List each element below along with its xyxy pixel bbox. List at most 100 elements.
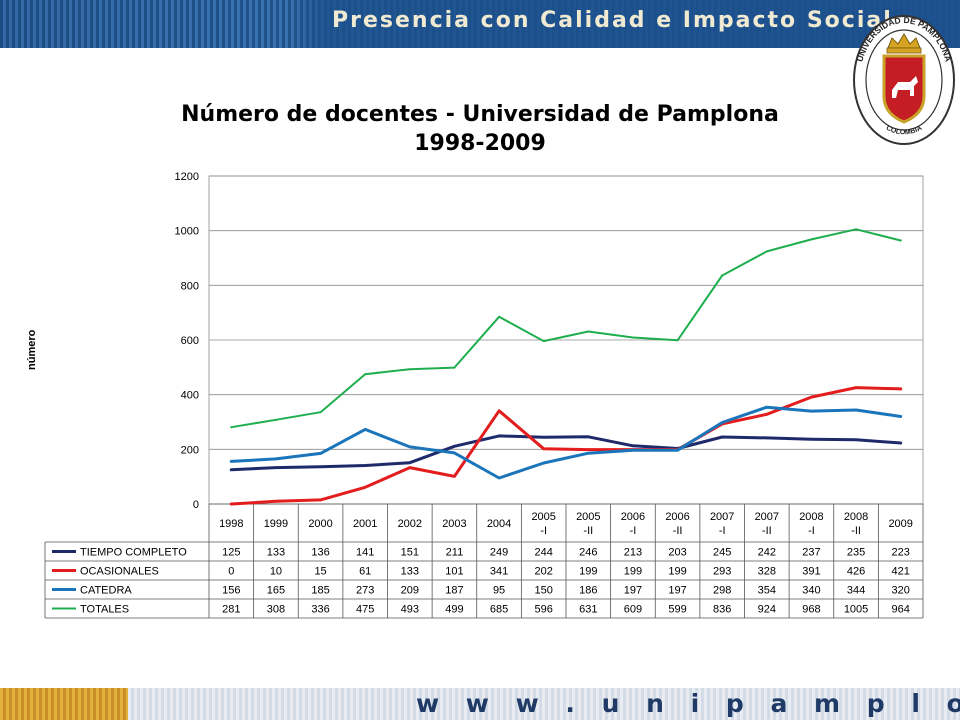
- data-point: [765, 406, 768, 409]
- data-label: 125: [222, 547, 240, 559]
- data-label: 235: [847, 547, 865, 559]
- data-point: [319, 411, 322, 414]
- data-label: 298: [713, 585, 731, 597]
- data-point: [810, 238, 813, 241]
- y-tick-label: 400: [181, 390, 199, 402]
- chart-title-line1: Número de docentes - Universidad de Pamp…: [181, 102, 779, 127]
- x-tick-label: 2009: [888, 518, 912, 530]
- data-label: 344: [847, 585, 865, 597]
- data-point: [274, 457, 277, 460]
- data-label: 249: [490, 547, 508, 559]
- data-label: 596: [535, 604, 553, 616]
- data-point: [810, 396, 813, 399]
- data-point: [408, 461, 411, 464]
- data-label: 209: [401, 585, 419, 597]
- data-label: 244: [535, 547, 553, 559]
- data-label: 340: [802, 585, 820, 597]
- data-point: [721, 436, 724, 439]
- data-point: [855, 386, 858, 389]
- data-label: 328: [758, 566, 776, 578]
- data-label: 499: [445, 604, 463, 616]
- data-label: 308: [267, 604, 285, 616]
- x-tick-label: -I: [719, 525, 726, 537]
- data-label: 421: [892, 566, 910, 578]
- data-label: 924: [758, 604, 776, 616]
- x-tick-label: 2000: [308, 518, 332, 530]
- data-label: 964: [892, 604, 910, 616]
- x-tick-label: 2007: [710, 511, 734, 523]
- x-tick-label: 2005: [576, 511, 600, 523]
- data-point: [631, 444, 634, 447]
- banner-shading: [0, 0, 960, 48]
- data-label: 245: [713, 547, 731, 559]
- data-label: 213: [624, 547, 642, 559]
- data-label: 242: [758, 547, 776, 559]
- data-label: 187: [445, 585, 463, 597]
- data-label: 165: [267, 585, 285, 597]
- data-point: [542, 447, 545, 450]
- data-label: 968: [802, 604, 820, 616]
- data-point: [587, 435, 590, 438]
- data-label: 320: [892, 585, 910, 597]
- data-point: [765, 436, 768, 439]
- y-tick-label: 800: [181, 280, 199, 292]
- data-point: [319, 452, 322, 455]
- data-label: 10: [270, 566, 282, 578]
- data-label: 336: [311, 604, 329, 616]
- data-label: 199: [668, 566, 686, 578]
- data-label: 199: [624, 566, 642, 578]
- data-label: 141: [356, 547, 374, 559]
- data-label: 273: [356, 585, 374, 597]
- data-point: [899, 415, 902, 418]
- data-point: [810, 410, 813, 413]
- data-label: 202: [535, 566, 553, 578]
- data-label: 211: [446, 547, 464, 559]
- series-line: [229, 405, 903, 480]
- x-tick-label: 2006: [665, 511, 689, 523]
- data-label: 151: [401, 547, 419, 559]
- data-point: [408, 445, 411, 448]
- data-label: 493: [401, 604, 419, 616]
- chart-title: Número de docentes - Universidad de Pamp…: [140, 100, 820, 158]
- data-label: 150: [535, 585, 553, 597]
- data-label: 0: [228, 566, 234, 578]
- bottom-banner: w w w . u n i p a m p l o n a . e d u . …: [0, 688, 960, 720]
- data-point: [364, 373, 367, 376]
- data-label: 95: [493, 585, 505, 597]
- data-label: 293: [713, 566, 731, 578]
- y-tick-label: 200: [181, 444, 199, 456]
- x-tick-label: -II: [673, 525, 683, 537]
- data-label: 599: [668, 604, 686, 616]
- data-label: 203: [668, 547, 686, 559]
- data-label: 609: [624, 604, 642, 616]
- data-label: 836: [713, 604, 731, 616]
- x-tick-label: 2006: [621, 511, 645, 523]
- data-label: 354: [758, 585, 776, 597]
- data-point: [498, 477, 501, 480]
- data-point: [765, 250, 768, 253]
- top-banner: Presencia con Calidad e Impacto Social: [0, 0, 960, 48]
- data-label: 631: [579, 604, 597, 616]
- data-label: 475: [356, 604, 374, 616]
- data-point: [676, 339, 679, 342]
- data-point: [364, 428, 367, 431]
- data-label: 133: [267, 547, 285, 559]
- legend-label: OCASIONALES: [80, 566, 159, 578]
- data-point: [899, 442, 902, 445]
- data-point: [230, 460, 233, 463]
- x-tick-label: -I: [808, 525, 815, 537]
- series-line: [230, 228, 902, 429]
- data-point: [631, 449, 634, 452]
- data-point: [453, 451, 456, 454]
- x-tick-label: 2005: [531, 511, 555, 523]
- x-tick-label: -I: [630, 525, 637, 537]
- x-tick-label: 1998: [219, 518, 243, 530]
- data-label: 61: [359, 566, 371, 578]
- data-point: [274, 500, 277, 503]
- data-label: 15: [314, 566, 326, 578]
- data-point: [230, 468, 233, 471]
- footer-url: w w w . u n i p a m p l o n a . e d u . …: [416, 689, 960, 718]
- legend-label: TIEMPO COMPLETO: [80, 547, 187, 559]
- data-point: [542, 436, 545, 439]
